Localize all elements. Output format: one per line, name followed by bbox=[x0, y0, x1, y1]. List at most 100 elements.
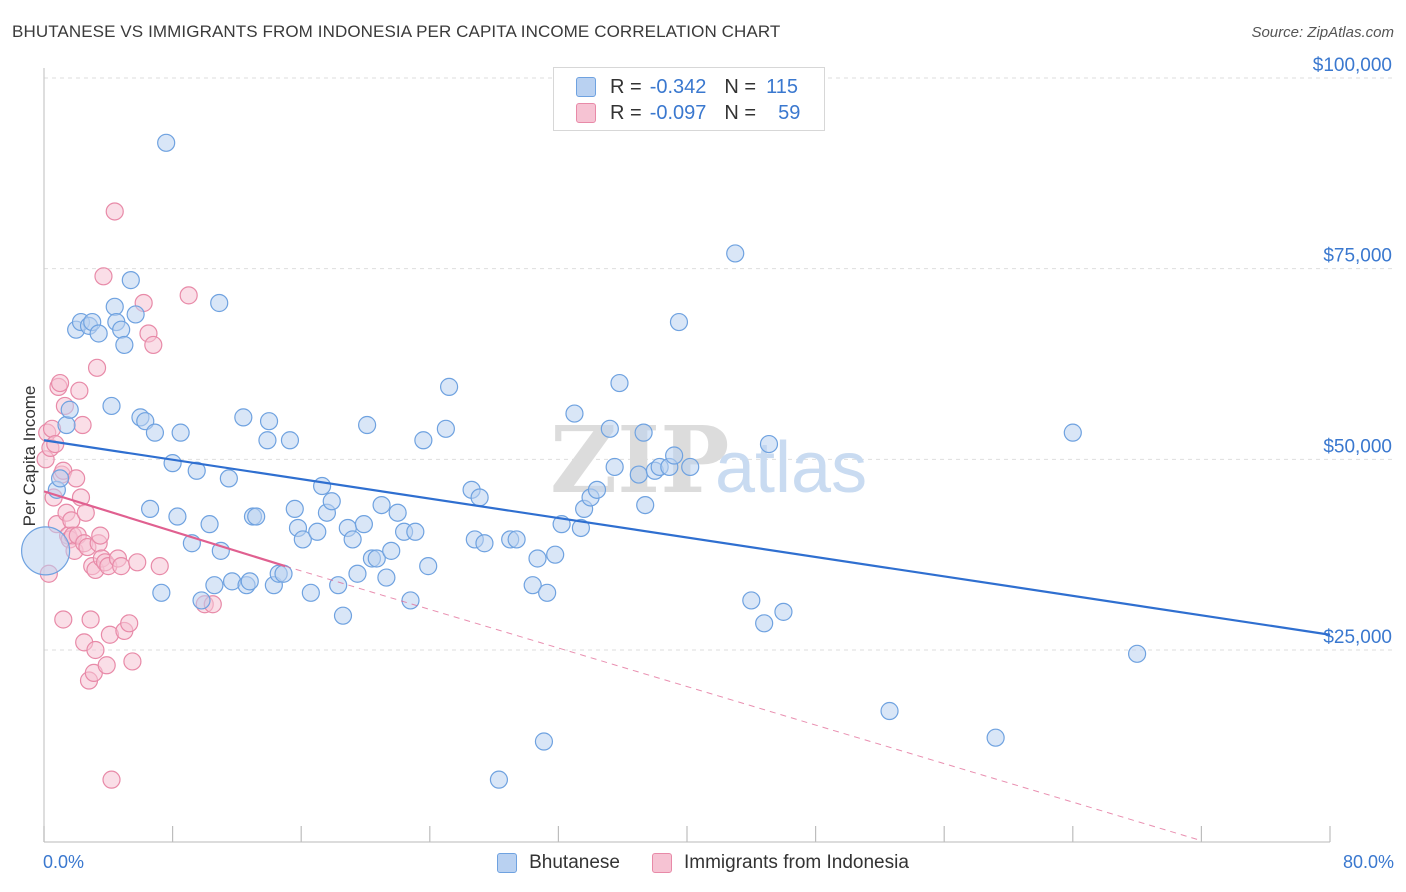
data-point-indonesia bbox=[120, 614, 139, 633]
data-point-bhutanese bbox=[285, 499, 304, 519]
series-legend: Bhutanese Immigrants from Indonesia bbox=[0, 852, 1406, 874]
data-point-bhutanese bbox=[546, 545, 565, 564]
data-point-bhutanese bbox=[401, 591, 420, 610]
data-point-bhutanese bbox=[259, 412, 279, 431]
data-point-bhutanese bbox=[115, 335, 134, 355]
data-point-bhutanese bbox=[388, 503, 407, 522]
trend-line-bhutanese bbox=[43, 439, 1331, 636]
data-point-indonesia bbox=[102, 770, 121, 789]
data-point-bhutanese bbox=[406, 522, 425, 541]
data-point-bhutanese bbox=[322, 492, 341, 511]
data-point-bhutanese bbox=[205, 576, 224, 595]
data-point-indonesia bbox=[97, 656, 116, 675]
data-point-indonesia bbox=[54, 610, 73, 629]
data-point-bhutanese bbox=[240, 572, 259, 591]
legend-item-indonesia: Immigrants from Indonesia bbox=[651, 852, 909, 874]
data-point-bhutanese bbox=[774, 602, 793, 621]
y-tick-labels: $25,000 $50,000 $75,000 $100,000 bbox=[1313, 55, 1392, 648]
data-point-bhutanese bbox=[333, 606, 353, 625]
data-point-bhutanese bbox=[681, 457, 700, 477]
data-point-indonesia bbox=[73, 415, 92, 435]
data-point-bhutanese bbox=[60, 400, 79, 419]
data-point-bhutanese bbox=[358, 415, 377, 435]
legend-item-bhutanese: Bhutanese bbox=[497, 852, 620, 874]
data-point-bhutanese bbox=[329, 576, 348, 595]
data-point-bhutanese bbox=[534, 732, 554, 751]
data-point-indonesia bbox=[179, 286, 198, 305]
data-point-indonesia bbox=[46, 434, 65, 454]
data-point-bhutanese bbox=[528, 549, 547, 568]
data-point-bhutanese bbox=[312, 476, 332, 496]
data-point-indonesia bbox=[105, 202, 124, 221]
data-point-bhutanese bbox=[171, 423, 190, 442]
data-point-bhutanese bbox=[436, 419, 455, 438]
data-point-bhutanese bbox=[1063, 423, 1082, 442]
data-point-bhutanese bbox=[280, 431, 300, 450]
data-point-indonesia bbox=[94, 267, 113, 286]
chart-title: BHUTANESE VS IMMIGRANTS FROM INDONESIA P… bbox=[12, 22, 781, 41]
data-point-bhutanese bbox=[629, 465, 648, 484]
series-bhutanese-points bbox=[21, 133, 1147, 789]
data-point-bhutanese bbox=[605, 457, 624, 477]
y-tick-label: $25,000 bbox=[1323, 627, 1392, 648]
legend-r-value: -0.097 bbox=[649, 101, 707, 124]
data-point-bhutanese bbox=[636, 495, 655, 515]
legend-label-indonesia: Immigrants from Indonesia bbox=[683, 852, 909, 873]
data-point-indonesia bbox=[87, 358, 107, 377]
watermark-atlas: atlas bbox=[715, 428, 867, 508]
data-point-bhutanese bbox=[234, 408, 253, 427]
legend-r-label: R = bbox=[610, 75, 642, 98]
data-point-bhutanese bbox=[21, 526, 71, 576]
legend-swatch-pink bbox=[576, 103, 596, 123]
x-axis-min-label: 0.0% bbox=[43, 852, 85, 872]
grid-lines bbox=[44, 77, 1392, 651]
source-label: Source: ZipAtlas.com bbox=[1251, 24, 1394, 41]
data-point-indonesia bbox=[81, 610, 100, 629]
data-point-bhutanese bbox=[439, 377, 459, 396]
data-point-bhutanese bbox=[634, 423, 653, 442]
series-indonesia-points bbox=[36, 202, 222, 789]
data-point-bhutanese bbox=[247, 507, 266, 526]
data-point-bhutanese bbox=[419, 557, 438, 576]
data-point-indonesia bbox=[144, 335, 163, 355]
data-point-bhutanese bbox=[121, 271, 140, 290]
trend-line-indonesia bbox=[43, 490, 286, 568]
data-point-bhutanese bbox=[163, 454, 182, 473]
x-axis-max-label: 80.0% bbox=[1342, 852, 1394, 872]
data-point-bhutanese bbox=[742, 591, 761, 610]
data-point-bhutanese bbox=[126, 305, 145, 324]
data-point-bhutanese bbox=[219, 469, 238, 488]
data-point-bhutanese bbox=[168, 507, 187, 526]
legend-r-value: -0.342 bbox=[649, 75, 707, 98]
data-point-bhutanese bbox=[140, 499, 160, 519]
data-point-bhutanese bbox=[565, 404, 584, 423]
data-point-indonesia bbox=[150, 557, 169, 576]
data-point-bhutanese bbox=[377, 568, 396, 587]
y-tick-label: $100,000 bbox=[1313, 55, 1392, 76]
data-point-bhutanese bbox=[1127, 644, 1147, 663]
data-point-bhutanese bbox=[665, 446, 684, 465]
data-point-bhutanese bbox=[986, 728, 1005, 747]
data-point-bhutanese bbox=[610, 373, 629, 393]
data-point-bhutanese bbox=[523, 576, 542, 595]
data-point-indonesia bbox=[86, 640, 105, 660]
data-point-bhutanese bbox=[759, 434, 779, 454]
data-point-bhutanese bbox=[587, 480, 607, 499]
legend-n-value: 59 bbox=[778, 101, 801, 124]
data-point-bhutanese bbox=[192, 591, 211, 610]
data-point-bhutanese bbox=[489, 770, 509, 789]
data-point-bhutanese bbox=[200, 515, 219, 534]
y-tick-label: $75,000 bbox=[1323, 246, 1392, 267]
legend-swatch-blue bbox=[576, 77, 596, 97]
data-point-bhutanese bbox=[112, 320, 131, 339]
data-point-bhutanese bbox=[475, 534, 494, 553]
legend-n-label: N = bbox=[724, 101, 757, 124]
data-point-bhutanese bbox=[354, 515, 373, 534]
data-point-bhutanese bbox=[343, 530, 362, 549]
data-point-indonesia bbox=[67, 469, 86, 488]
data-point-indonesia bbox=[91, 526, 110, 545]
watermark: ZIP atlas bbox=[550, 406, 867, 514]
data-point-bhutanese bbox=[57, 415, 76, 435]
data-point-bhutanese bbox=[669, 312, 689, 332]
